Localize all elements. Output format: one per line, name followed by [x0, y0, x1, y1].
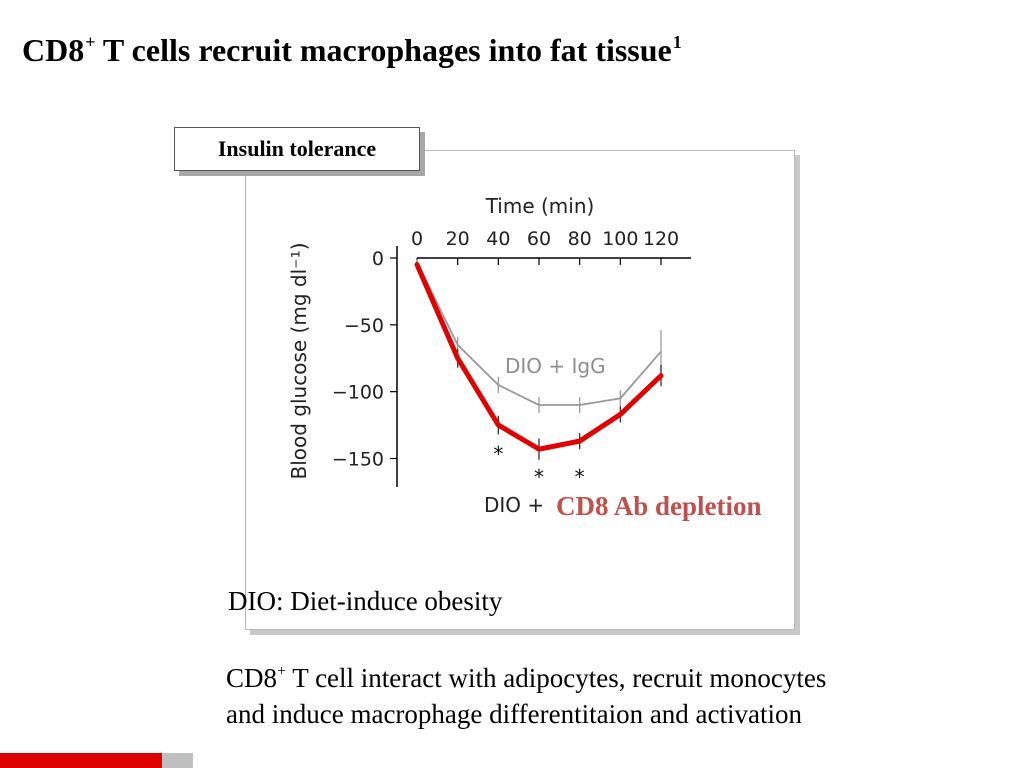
significance-asterisk: * — [534, 465, 544, 489]
description-text: CD8+ T cell interact with adipocytes, re… — [226, 654, 866, 732]
y-axis-title: Blood glucose (mg dl⁻¹) — [287, 242, 311, 479]
x-tick-label: 100 — [602, 228, 638, 250]
title-superscript: + — [85, 32, 96, 52]
x-tick-label: 20 — [446, 228, 470, 250]
series-line-cd8-depletion — [414, 262, 664, 452]
chart-panel: 0 20 40 60 80 100 120 0 −50 −100 −150 Time (min) Blo… — [245, 150, 795, 630]
series-line-igg — [416, 261, 662, 406]
x-tick-label: 80 — [568, 228, 592, 250]
footer-accent-red — [0, 753, 162, 768]
y-tick-label: −150 — [332, 449, 384, 471]
series-label-prefix: DIO + — [484, 493, 544, 517]
x-axis-title: Time (min) — [485, 194, 595, 218]
series-label-highlight: CD8 Ab depletion — [556, 491, 762, 521]
y-tick-label: −50 — [344, 315, 384, 337]
insulin-tolerance-chart: 0 20 40 60 80 100 120 0 −50 −100 −150 Time (min) Blo… — [287, 194, 762, 521]
desc-superscript: + — [277, 663, 287, 680]
series-label-igg: DIO + IgG — [505, 354, 606, 378]
desc-rest: T cell interact with adipocytes, recruit… — [226, 663, 827, 729]
x-tick-label: 0 — [411, 228, 423, 250]
significance-asterisk: * — [493, 442, 503, 466]
title-main: CD8 — [22, 32, 85, 68]
title-rest: T cells recruit macrophages into fat tis… — [95, 32, 672, 68]
x-tick-label: 60 — [527, 228, 551, 250]
slide-title: CD8+ T cells recruit macrophages into fa… — [22, 32, 682, 69]
x-tick-label: 120 — [643, 228, 679, 250]
x-tick-label: 40 — [486, 228, 510, 250]
abbreviation-note: DIO: Diet-induce obesity — [228, 586, 503, 616]
footer-accent-gray — [162, 753, 193, 768]
title-reference: 1 — [672, 32, 682, 52]
significance-asterisk: * — [575, 465, 585, 489]
panel-label: Insulin tolerance — [174, 127, 420, 171]
y-tick-label: −100 — [332, 382, 384, 404]
y-tick-label: 0 — [372, 248, 384, 270]
desc-cd8: CD8 — [226, 663, 278, 693]
